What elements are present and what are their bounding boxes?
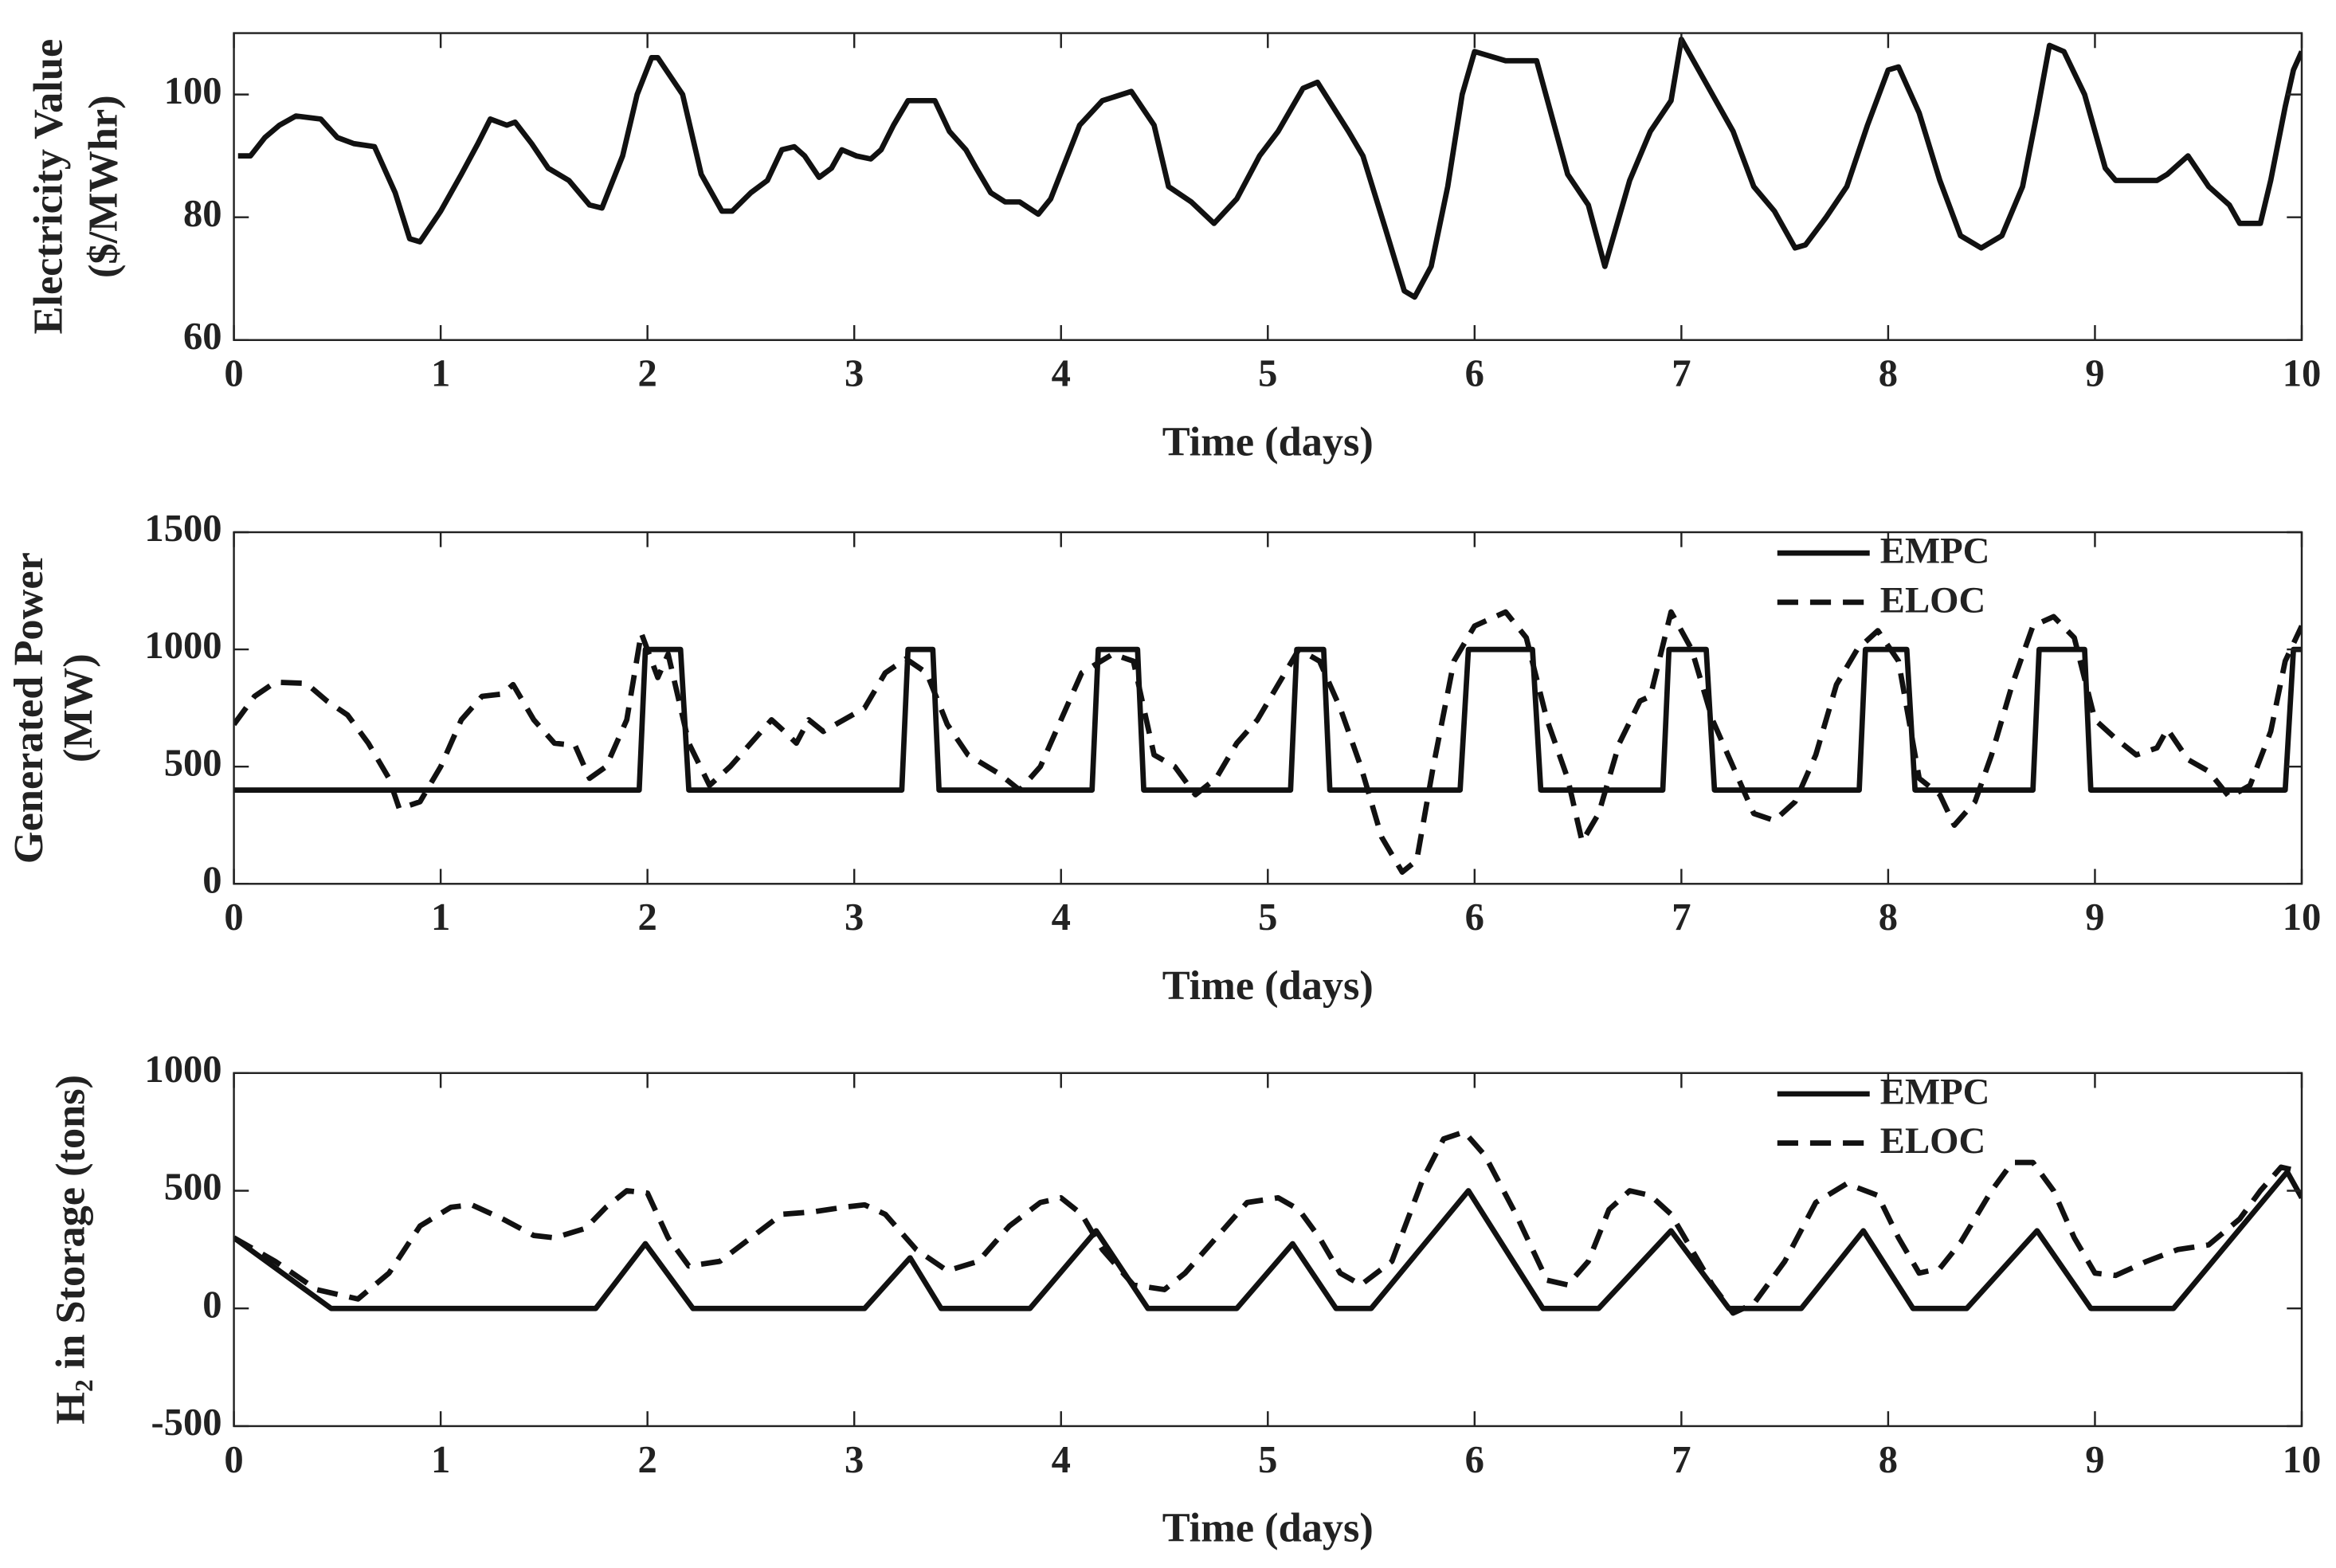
x-tick-label: 8 — [1879, 1438, 1898, 1481]
x-tick-label: 6 — [1465, 352, 1484, 395]
y-axis-label: Electricity Value — [25, 39, 71, 335]
x-tick-label: 5 — [1258, 896, 1277, 939]
x-tick-label: 0 — [224, 1438, 243, 1481]
x-tick-label: 7 — [1672, 1438, 1691, 1481]
x-tick-label: 9 — [2085, 896, 2104, 939]
x-tick-label: 6 — [1465, 1438, 1484, 1481]
y-tick-label: 60 — [183, 315, 222, 358]
x-tick-label: 10 — [2283, 1438, 2322, 1481]
legend-label: ELOC — [1880, 1120, 1985, 1162]
plot-frame — [233, 531, 2303, 885]
x-tick-label: 7 — [1672, 352, 1691, 395]
data-line — [233, 1129, 2302, 1316]
plot-frame — [233, 1072, 2303, 1428]
x-tick-label: 3 — [845, 1438, 864, 1481]
y-axis-label: H₂ in Storage (tons) — [48, 1075, 94, 1425]
x-axis-label: Time (days) — [1162, 1505, 1374, 1551]
x-tick-label: 2 — [638, 896, 657, 939]
y-tick-label: 1000 — [144, 624, 221, 667]
legend-label: ELOC — [1880, 579, 1985, 621]
data-line — [233, 609, 2302, 875]
y-axis-label: (MW) — [55, 653, 101, 762]
x-tick-label: 1 — [431, 1438, 450, 1481]
plot-frame — [233, 32, 2303, 341]
x-tick-label: 7 — [1672, 896, 1691, 939]
x-tick-label: 4 — [1052, 1438, 1071, 1481]
y-axis-label: Generated Power — [6, 552, 52, 864]
x-tick-label: 10 — [2283, 896, 2322, 939]
x-tick-label: 6 — [1465, 896, 1484, 939]
data-line — [233, 1169, 2302, 1311]
y-tick-label: 0 — [202, 1283, 221, 1326]
x-tick-label: 8 — [1879, 896, 1898, 939]
x-tick-label: 5 — [1258, 1438, 1277, 1481]
x-tick-label: 0 — [224, 352, 243, 395]
x-tick-label: 0 — [224, 896, 243, 939]
x-tick-label: 3 — [845, 896, 864, 939]
y-tick-label: 0 — [202, 858, 221, 901]
data-line — [237, 36, 2302, 300]
legend-label: EMPC — [1880, 531, 1990, 572]
x-tick-label: 1 — [431, 352, 450, 395]
x-tick-label: 1 — [431, 896, 450, 939]
data-line — [233, 646, 2302, 793]
x-tick-label: 10 — [2283, 352, 2322, 395]
y-tick-label: 500 — [164, 1166, 222, 1209]
y-tick-label: 500 — [164, 741, 222, 784]
x-tick-label: 2 — [638, 1438, 657, 1481]
x-tick-label: 9 — [2085, 352, 2104, 395]
y-tick-label: 100 — [164, 69, 222, 112]
legend-label: EMPC — [1880, 1072, 1990, 1113]
x-tick-label: 8 — [1879, 352, 1898, 395]
y-tick-label: 1500 — [144, 507, 221, 550]
y-tick-label: 80 — [183, 192, 222, 235]
x-tick-label: 9 — [2085, 1438, 2104, 1481]
x-axis-label: Time (days) — [1162, 419, 1374, 465]
x-axis-label: Time (days) — [1162, 962, 1374, 1009]
x-tick-label: 2 — [638, 352, 657, 395]
x-tick-label: 4 — [1052, 352, 1071, 395]
x-tick-label: 3 — [845, 352, 864, 395]
y-tick-label: 1000 — [144, 1048, 221, 1091]
y-axis-label: ($/MWhr) — [80, 95, 127, 278]
x-tick-label: 5 — [1258, 352, 1277, 395]
y-tick-label: -500 — [151, 1401, 222, 1444]
x-tick-label: 4 — [1052, 896, 1071, 939]
